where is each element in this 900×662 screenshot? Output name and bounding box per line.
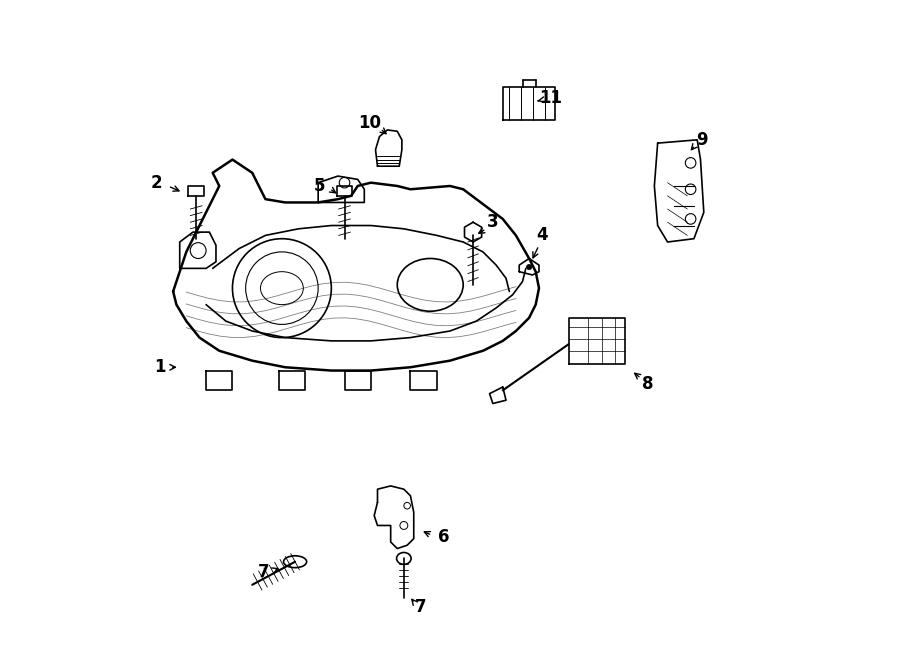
Polygon shape — [319, 176, 364, 203]
Polygon shape — [654, 140, 704, 242]
Polygon shape — [410, 371, 436, 391]
Text: 6: 6 — [437, 528, 449, 545]
Ellipse shape — [397, 553, 411, 565]
Text: 1: 1 — [154, 358, 166, 376]
Text: 3: 3 — [487, 213, 499, 231]
Polygon shape — [188, 186, 204, 196]
Text: 10: 10 — [358, 115, 381, 132]
Polygon shape — [375, 130, 402, 166]
Ellipse shape — [284, 556, 307, 567]
Text: 11: 11 — [539, 89, 562, 107]
Polygon shape — [503, 87, 555, 120]
Text: 4: 4 — [536, 226, 548, 244]
Text: 7: 7 — [415, 598, 426, 616]
Polygon shape — [337, 186, 353, 196]
Text: 2: 2 — [151, 173, 163, 192]
Polygon shape — [490, 387, 506, 404]
Polygon shape — [180, 232, 216, 268]
Polygon shape — [206, 371, 232, 391]
Polygon shape — [279, 371, 305, 391]
Text: 9: 9 — [696, 131, 707, 149]
Text: 5: 5 — [314, 177, 325, 195]
Circle shape — [526, 264, 532, 269]
Polygon shape — [345, 371, 371, 391]
Text: 8: 8 — [642, 375, 653, 393]
Polygon shape — [464, 222, 482, 242]
Polygon shape — [569, 318, 625, 364]
Polygon shape — [374, 486, 414, 549]
Polygon shape — [519, 258, 539, 275]
Polygon shape — [173, 160, 539, 371]
Text: 7: 7 — [258, 563, 270, 581]
